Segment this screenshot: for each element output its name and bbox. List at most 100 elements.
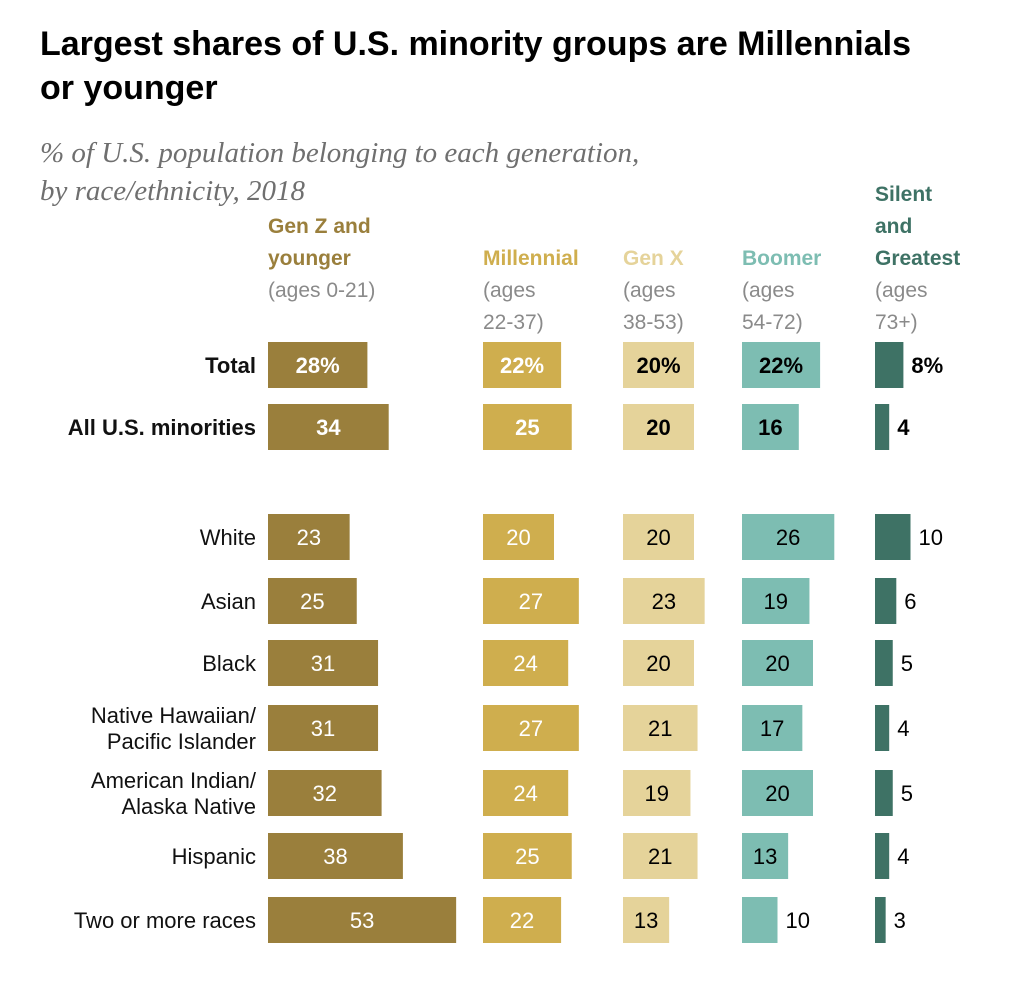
data-label: 10 xyxy=(919,525,943,550)
data-label: 32 xyxy=(313,781,337,806)
data-label: 13 xyxy=(634,908,658,933)
bar xyxy=(268,578,357,624)
bar xyxy=(875,897,886,943)
category-label: Asian xyxy=(201,589,256,614)
bar xyxy=(875,404,890,450)
bar xyxy=(875,640,893,686)
data-label: 31 xyxy=(311,716,335,741)
bar xyxy=(483,578,579,624)
bar xyxy=(483,514,554,560)
bar xyxy=(623,342,694,388)
data-label: 5 xyxy=(901,781,913,806)
bar xyxy=(623,770,691,816)
data-label: 23 xyxy=(652,589,676,614)
category-label: Pacific Islander xyxy=(107,729,256,754)
bar xyxy=(268,514,350,560)
series-header-name: Gen X xyxy=(623,247,684,270)
data-label: 25 xyxy=(515,415,539,440)
series-header-name: Greatest xyxy=(875,247,960,270)
bar xyxy=(623,640,694,686)
data-label: 4 xyxy=(897,716,909,741)
chart-subtitle: % of U.S. population belonging to each g… xyxy=(40,134,800,210)
bar xyxy=(268,833,403,879)
bar xyxy=(483,342,562,388)
series-header-name: Silent xyxy=(875,183,932,206)
data-label: 20 xyxy=(765,651,789,676)
bar xyxy=(875,770,893,816)
bar xyxy=(742,705,803,751)
series-header-ages: (ages xyxy=(875,279,928,302)
series-header-ages: 38-53) xyxy=(623,311,684,334)
category-label: Alaska Native xyxy=(121,794,256,819)
series-header-ages: 54-72) xyxy=(742,311,803,334)
bar xyxy=(742,514,835,560)
subtitle-line-2: by race/ethnicity, 2018 xyxy=(40,175,305,207)
data-label: 22% xyxy=(759,353,803,378)
data-label: 5 xyxy=(901,651,913,676)
data-label: 27 xyxy=(519,589,543,614)
data-label: 10 xyxy=(786,908,810,933)
data-label: 21 xyxy=(648,844,672,869)
bar xyxy=(483,833,572,879)
category-label: White xyxy=(200,525,256,550)
data-label: 4 xyxy=(897,844,909,869)
bar xyxy=(742,404,799,450)
series-header-name: Millennial xyxy=(483,247,579,270)
data-label: 20 xyxy=(506,525,530,550)
category-label: Total xyxy=(205,353,256,378)
data-label: 16 xyxy=(758,415,782,440)
data-label: 8% xyxy=(911,353,943,378)
bar xyxy=(875,514,911,560)
bar xyxy=(623,705,698,751)
data-label: 4 xyxy=(897,415,910,440)
bar xyxy=(742,578,810,624)
bar xyxy=(483,770,569,816)
bar xyxy=(483,640,569,686)
series-header-name: Gen Z and xyxy=(268,215,371,238)
series-header-ages: (ages xyxy=(623,279,676,302)
series-header-name: and xyxy=(875,215,912,238)
bar xyxy=(623,404,694,450)
data-label: 22 xyxy=(510,908,534,933)
bar xyxy=(268,342,368,388)
bar xyxy=(742,770,813,816)
data-label: 17 xyxy=(760,716,784,741)
bar xyxy=(268,404,389,450)
data-label: 25 xyxy=(515,844,539,869)
bar xyxy=(875,833,890,879)
data-label: 20 xyxy=(646,651,670,676)
bar xyxy=(742,833,789,879)
category-label: Black xyxy=(202,651,257,676)
bar xyxy=(483,897,562,943)
bar xyxy=(483,404,572,450)
category-label: All U.S. minorities xyxy=(68,415,256,440)
data-label: 19 xyxy=(644,781,668,806)
series-header-name: Boomer xyxy=(742,247,821,270)
series-header-ages: (ages xyxy=(483,279,536,302)
bar xyxy=(742,640,813,686)
series-header-ages: (ages xyxy=(742,279,795,302)
bar xyxy=(623,897,670,943)
data-label: 3 xyxy=(894,908,906,933)
series-header-ages: (ages 0-21) xyxy=(268,279,375,302)
bar xyxy=(742,342,821,388)
bar xyxy=(623,514,694,560)
data-label: 20 xyxy=(765,781,789,806)
subtitle-line-1: % of U.S. population belonging to each g… xyxy=(40,137,640,169)
bar xyxy=(483,705,579,751)
data-label: 26 xyxy=(776,525,800,550)
category-label: Two or more races xyxy=(74,908,256,933)
data-label: 53 xyxy=(350,908,374,933)
data-label: 28% xyxy=(296,353,340,378)
bar xyxy=(875,578,897,624)
bar xyxy=(742,897,778,943)
category-label: Native Hawaiian/ xyxy=(91,703,257,728)
series-header-ages: 22-37) xyxy=(483,311,544,334)
bar xyxy=(268,770,382,816)
bar xyxy=(268,897,457,943)
series-header-ages: 73+) xyxy=(875,311,918,334)
data-label: 6 xyxy=(904,589,916,614)
bar xyxy=(875,342,904,388)
chart-title: Largest shares of U.S. minority groups a… xyxy=(40,25,912,107)
